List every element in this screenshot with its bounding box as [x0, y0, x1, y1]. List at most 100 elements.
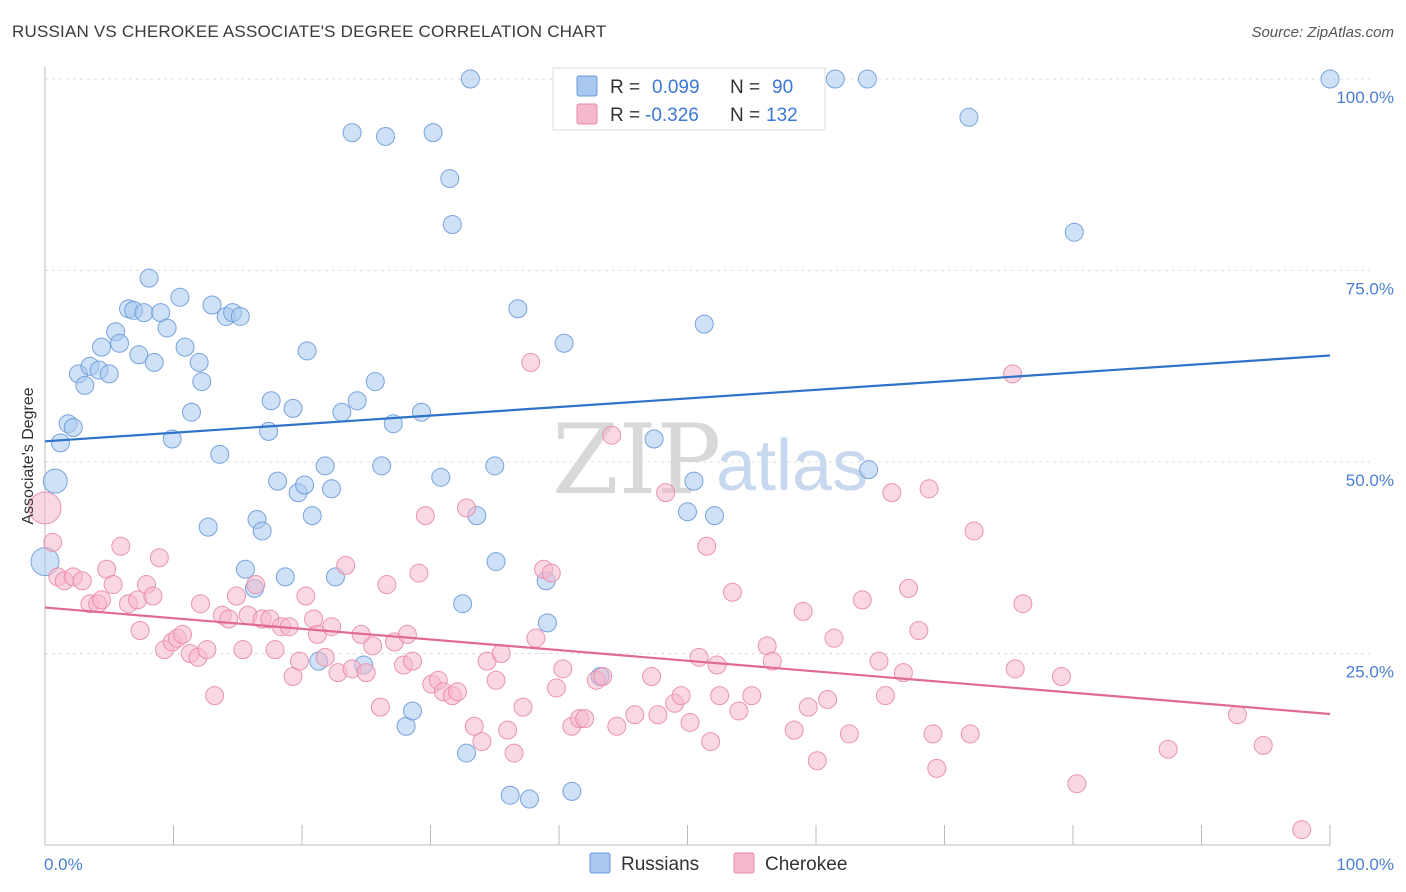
watermark-atlas: atlas	[716, 426, 868, 506]
russian-point	[129, 345, 149, 365]
source-credit: Source: ZipAtlas.com	[1251, 24, 1394, 41]
watermark-zip: ZIP	[552, 404, 721, 516]
cherokee-point	[205, 686, 225, 706]
russian-point	[562, 781, 582, 801]
russian-point	[342, 123, 362, 143]
cherokee-point	[456, 498, 476, 518]
russian-point	[453, 594, 473, 614]
russian-point	[210, 444, 230, 464]
cherokee-point	[1253, 735, 1273, 755]
cherokee-point	[111, 536, 131, 556]
russian-point	[144, 352, 164, 372]
legend-n-value-1: 90	[772, 77, 793, 98]
legend-n-label-1: N =	[730, 77, 760, 98]
cherokee-point	[656, 483, 676, 503]
cherokee-point	[1158, 739, 1178, 759]
russian-point	[332, 402, 352, 422]
cherokee-point	[219, 609, 239, 629]
cherokee-point	[923, 724, 943, 744]
cherokee-point	[1013, 594, 1033, 614]
legend-swatch-russians	[576, 75, 598, 97]
cherokee-point	[648, 705, 668, 725]
russian-point	[42, 468, 68, 494]
cherokee-point	[336, 555, 356, 575]
x-tick-label: 0.0%	[44, 855, 83, 874]
russian-point	[92, 337, 112, 357]
cherokee-point	[363, 636, 383, 656]
russian-point	[486, 552, 506, 572]
russian-point	[859, 460, 879, 480]
cherokee-point	[807, 751, 827, 771]
cherokee-point	[960, 724, 980, 744]
russian-point	[189, 352, 209, 372]
russian-point	[456, 743, 476, 763]
cherokee-point	[546, 678, 566, 698]
russian-point	[235, 559, 255, 579]
x-tick-label: 100.0%	[1336, 855, 1394, 874]
cherokee-point	[504, 743, 524, 763]
y-tick-label: 75.0%	[1346, 280, 1394, 299]
legend-n-value-2: 132	[766, 105, 798, 126]
cherokee-point	[356, 663, 376, 683]
bottom-legend-russians: Russians	[621, 854, 699, 875]
cherokee-point	[697, 536, 717, 556]
cherokee-point	[526, 628, 546, 648]
legend-r-label-1: R =	[610, 77, 640, 98]
cherokee-point	[409, 563, 429, 583]
cherokee-point	[403, 651, 423, 671]
cherokee-point	[593, 666, 613, 686]
cherokee-point	[909, 621, 929, 641]
cherokee-trend-line	[44, 606, 1331, 716]
russian-point	[99, 364, 119, 384]
cherokee-point	[710, 686, 730, 706]
cherokee-point	[919, 479, 939, 499]
legend-box: R = 0.099 N = 90 R = -0.326 N = 132	[552, 67, 826, 131]
russian-point	[295, 475, 315, 495]
cherokee-point	[377, 575, 397, 595]
bottom-legend-swatch-cherokee	[733, 852, 755, 874]
cherokee-point	[265, 640, 285, 660]
cherokee-point	[553, 659, 573, 679]
cherokee-point	[742, 686, 762, 706]
russian-point	[423, 123, 443, 143]
cherokee-point	[415, 506, 435, 526]
russian-point	[1064, 222, 1084, 242]
cherokee-points	[28, 352, 1312, 840]
cherokee-point	[1067, 774, 1087, 794]
cherokee-point	[149, 548, 169, 568]
russian-point	[684, 471, 704, 491]
cherokee-point	[1292, 820, 1312, 840]
russian-point	[192, 372, 212, 392]
russian-point	[175, 337, 195, 357]
russian-point	[554, 333, 574, 353]
cherokee-point	[491, 644, 511, 663]
cherokee-point	[625, 705, 645, 725]
cherokee-point	[172, 624, 192, 644]
cherokee-point	[541, 563, 561, 583]
russian-point	[440, 169, 460, 189]
cherokee-point	[1051, 666, 1071, 686]
cherokee-point	[397, 624, 417, 644]
legend-r-value-1: 0.099	[652, 77, 700, 98]
cherokee-point	[296, 586, 316, 606]
russian-point	[704, 506, 724, 526]
russian-point	[50, 433, 70, 453]
russian-point	[302, 506, 322, 526]
russian-point	[230, 306, 250, 326]
russian-point	[678, 502, 697, 522]
russian-point	[825, 69, 845, 89]
russian-point	[283, 398, 303, 418]
x-tick-labels: 0.0% 100.0%	[44, 855, 1394, 874]
y-tick-label: 25.0%	[1346, 663, 1394, 682]
russian-point	[412, 402, 432, 422]
russian-point	[347, 391, 367, 411]
russian-point	[322, 479, 342, 499]
cherokee-point	[28, 491, 62, 525]
bottom-legend-swatch-russians	[589, 852, 611, 874]
russian-point	[315, 456, 335, 476]
cherokee-point	[798, 697, 818, 717]
cherokee-point	[190, 594, 210, 614]
cherokee-point	[1227, 705, 1247, 725]
cherokee-point	[1005, 659, 1025, 679]
legend-n-label-2: N =	[730, 105, 760, 126]
